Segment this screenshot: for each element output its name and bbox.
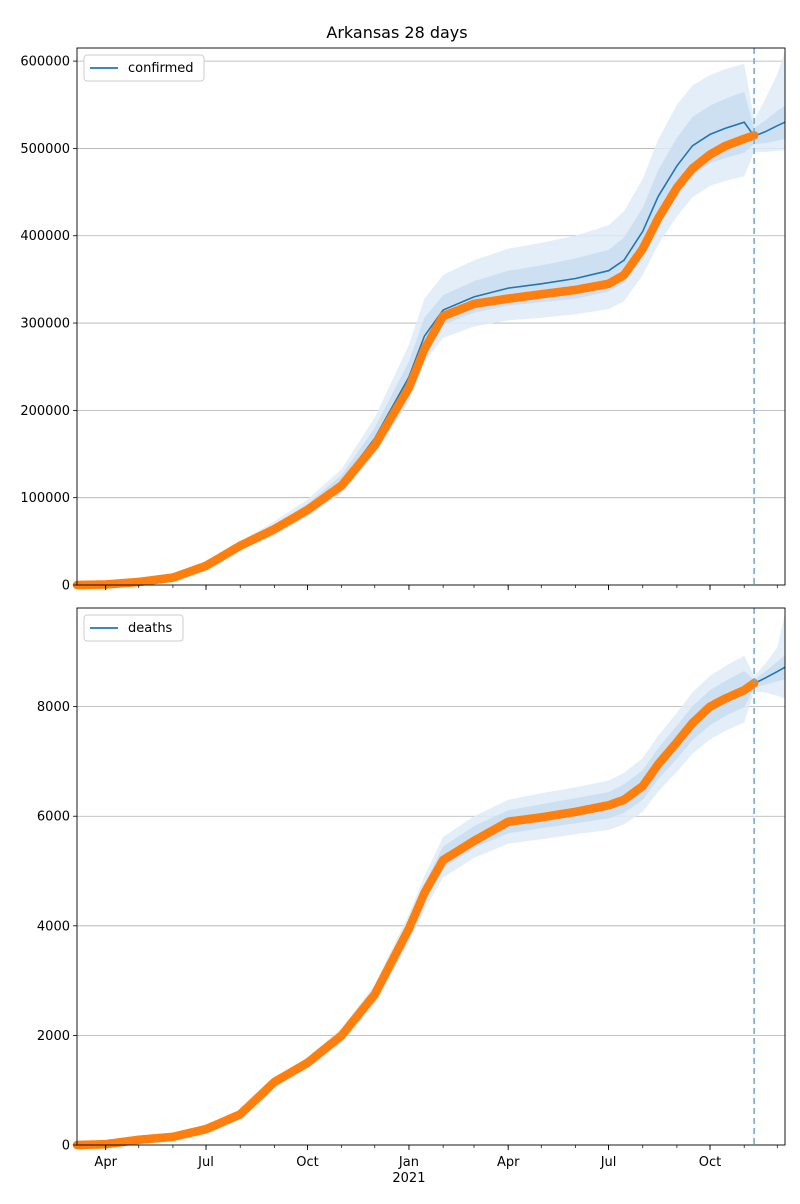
uncertainty-band-inner — [77, 655, 785, 1145]
y-tick-label: 400000 — [20, 229, 70, 244]
deaths-legend: deaths — [83, 614, 184, 642]
figure-title: Arkansas 28 days — [326, 23, 467, 42]
axes-frame — [76, 607, 786, 1146]
deaths-gridlines — [77, 706, 785, 1036]
x-tick-label: Jan — [398, 1155, 419, 1170]
x-tick-label: Oct — [699, 1155, 721, 1170]
y-tick-label: 0 — [62, 1139, 70, 1154]
x-tick-label: Apr — [94, 1155, 117, 1170]
x-tick-label: Apr — [497, 1155, 520, 1170]
y-tick-label: 0 — [62, 579, 70, 594]
confirmed-panel: 0 100000 200000 300000 400000 500000 600000 co… — [20, 47, 786, 594]
y-tick-label: 2000 — [37, 1029, 70, 1044]
legend-box — [83, 614, 184, 642]
y-tick-label: 100000 — [20, 491, 70, 506]
y-tick-label: 4000 — [37, 919, 70, 934]
y-tick-label: 600000 — [20, 55, 70, 70]
x-tick-label: Oct — [296, 1155, 318, 1170]
y-tick-label: 8000 — [37, 700, 70, 715]
y-tick-label: 200000 — [20, 404, 70, 419]
confirmed-axes: 0 100000 200000 300000 400000 500000 600000 — [20, 47, 786, 594]
legend-label-confirmed: confirmed — [128, 61, 194, 76]
legend-box — [83, 54, 205, 82]
x-tick-year-label: 2021 — [392, 1171, 425, 1186]
confirmed-legend: confirmed — [83, 54, 205, 82]
y-tick-label: 300000 — [20, 317, 70, 332]
y-tick-label: 6000 — [37, 810, 70, 825]
deaths-observed-points — [72, 678, 759, 1150]
y-tick-label: 500000 — [20, 142, 70, 157]
x-tick-label: Jul — [600, 1155, 617, 1170]
confirmed-bands — [77, 50, 785, 586]
x-tick-label: Jul — [197, 1155, 214, 1170]
legend-label-deaths: deaths — [128, 621, 173, 636]
observed-point — [749, 131, 759, 140]
axes-frame — [76, 47, 786, 586]
